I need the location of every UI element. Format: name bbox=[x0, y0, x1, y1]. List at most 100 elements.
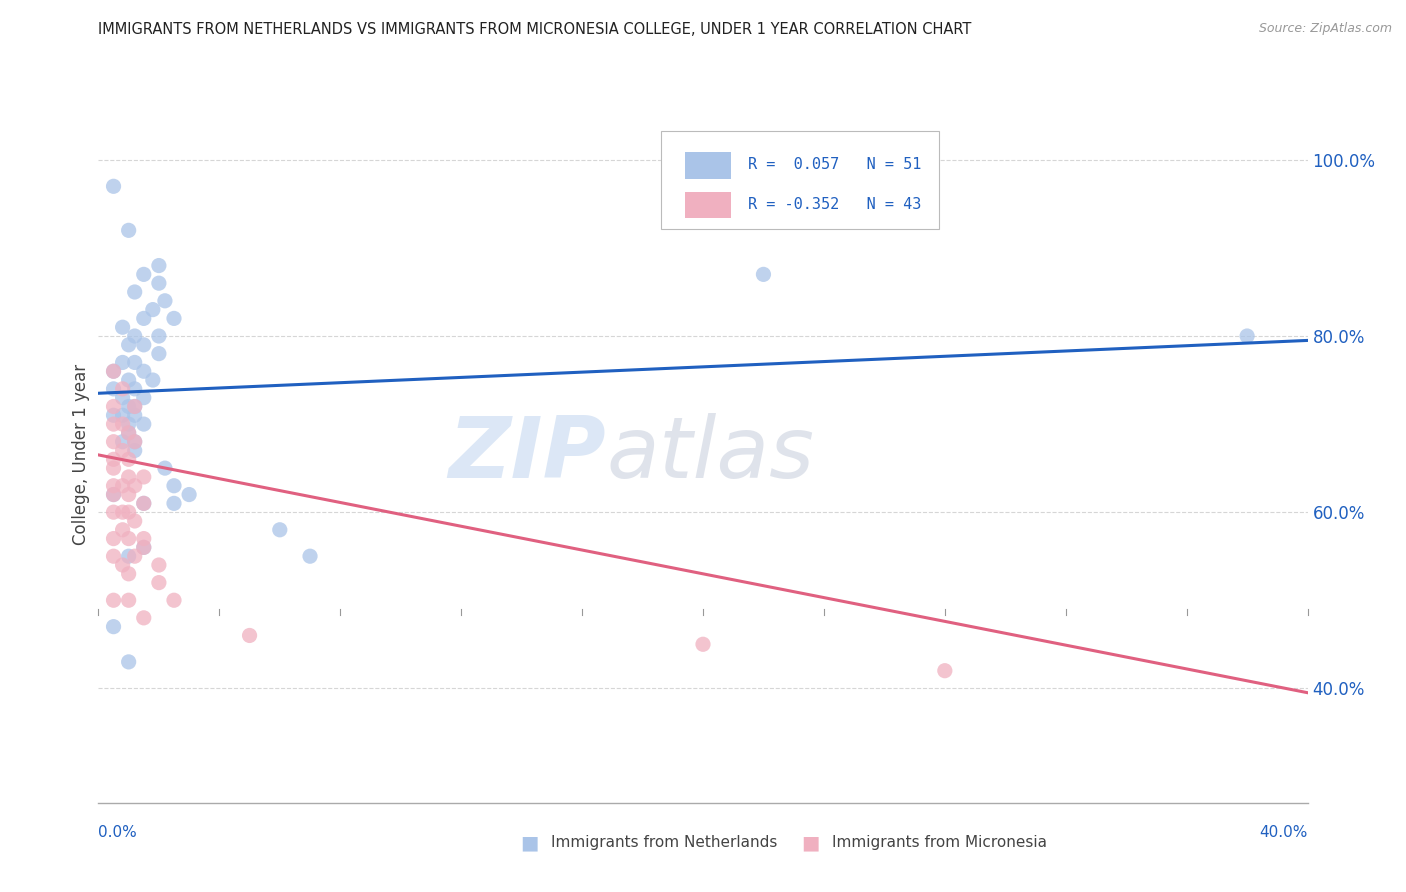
Point bbox=[124, 285, 146, 299]
Text: Immigrants from Netherlands: Immigrants from Netherlands bbox=[551, 836, 778, 850]
Text: ZIP: ZIP bbox=[449, 413, 606, 497]
Point bbox=[124, 434, 146, 449]
Point bbox=[118, 223, 141, 237]
Point bbox=[103, 487, 125, 501]
Point bbox=[124, 409, 146, 423]
Point bbox=[132, 417, 155, 431]
Point bbox=[118, 338, 141, 352]
Point bbox=[103, 409, 125, 423]
Point bbox=[148, 575, 170, 590]
Point bbox=[124, 549, 146, 564]
Point bbox=[111, 479, 134, 493]
Point bbox=[124, 382, 146, 396]
Point bbox=[239, 628, 262, 642]
Point bbox=[132, 364, 155, 378]
Point bbox=[163, 479, 186, 493]
Point bbox=[111, 382, 134, 396]
Point bbox=[153, 293, 176, 308]
Point bbox=[103, 400, 125, 414]
Point bbox=[111, 505, 134, 519]
Text: atlas: atlas bbox=[606, 413, 814, 497]
Text: 40.0%: 40.0% bbox=[1260, 825, 1308, 840]
Point bbox=[752, 268, 775, 282]
Point bbox=[132, 532, 155, 546]
Point bbox=[118, 487, 141, 501]
Point bbox=[269, 523, 291, 537]
Point bbox=[118, 532, 141, 546]
Point bbox=[118, 417, 141, 431]
Point bbox=[124, 355, 146, 369]
Text: R = -0.352   N = 43: R = -0.352 N = 43 bbox=[748, 197, 921, 212]
Point bbox=[111, 523, 134, 537]
Point bbox=[142, 302, 165, 317]
Point bbox=[124, 434, 146, 449]
Text: Immigrants from Micronesia: Immigrants from Micronesia bbox=[832, 836, 1047, 850]
Point bbox=[934, 664, 956, 678]
Point bbox=[118, 373, 141, 387]
Point bbox=[124, 329, 146, 343]
Point bbox=[142, 373, 165, 387]
Point bbox=[153, 461, 176, 475]
Point bbox=[103, 487, 125, 501]
Y-axis label: College, Under 1 year: College, Under 1 year bbox=[72, 364, 90, 546]
Point bbox=[111, 558, 134, 572]
Point bbox=[148, 259, 170, 273]
Point bbox=[111, 355, 134, 369]
Point bbox=[111, 443, 134, 458]
Point bbox=[132, 541, 155, 555]
Point bbox=[163, 496, 186, 510]
Point bbox=[1236, 329, 1258, 343]
Point bbox=[132, 611, 155, 625]
Point bbox=[118, 425, 141, 440]
Point bbox=[111, 391, 134, 405]
Point bbox=[103, 364, 125, 378]
Point bbox=[118, 549, 141, 564]
Point bbox=[118, 566, 141, 581]
Point bbox=[103, 593, 125, 607]
Point bbox=[124, 479, 146, 493]
Point bbox=[118, 452, 141, 467]
Point bbox=[148, 346, 170, 360]
FancyBboxPatch shape bbox=[661, 131, 939, 229]
Point bbox=[124, 443, 146, 458]
Point bbox=[163, 311, 186, 326]
Text: ■: ■ bbox=[801, 833, 820, 853]
Point bbox=[103, 532, 125, 546]
Point bbox=[132, 496, 155, 510]
FancyBboxPatch shape bbox=[685, 192, 731, 219]
Point bbox=[118, 425, 141, 440]
Point bbox=[692, 637, 714, 651]
Point bbox=[111, 417, 134, 431]
Point bbox=[103, 461, 125, 475]
Point bbox=[103, 179, 125, 194]
Point bbox=[163, 593, 186, 607]
FancyBboxPatch shape bbox=[685, 153, 731, 178]
Point bbox=[103, 620, 125, 634]
Point bbox=[132, 391, 155, 405]
Point bbox=[124, 514, 146, 528]
Point bbox=[124, 400, 146, 414]
Point bbox=[118, 655, 141, 669]
Text: 0.0%: 0.0% bbox=[98, 825, 138, 840]
Text: IMMIGRANTS FROM NETHERLANDS VS IMMIGRANTS FROM MICRONESIA COLLEGE, UNDER 1 YEAR : IMMIGRANTS FROM NETHERLANDS VS IMMIGRANT… bbox=[98, 22, 972, 37]
Point bbox=[118, 505, 141, 519]
Point bbox=[148, 558, 170, 572]
Point bbox=[103, 549, 125, 564]
Point bbox=[103, 382, 125, 396]
Text: R =  0.057   N = 51: R = 0.057 N = 51 bbox=[748, 157, 921, 172]
Point bbox=[132, 496, 155, 510]
Point bbox=[111, 409, 134, 423]
Point bbox=[177, 487, 201, 501]
Point bbox=[111, 320, 134, 334]
Point bbox=[111, 434, 134, 449]
Point bbox=[103, 479, 125, 493]
Point bbox=[132, 338, 155, 352]
Point bbox=[124, 400, 146, 414]
Point bbox=[118, 593, 141, 607]
Point bbox=[299, 549, 322, 564]
Point bbox=[103, 364, 125, 378]
Point bbox=[132, 470, 155, 484]
Text: Source: ZipAtlas.com: Source: ZipAtlas.com bbox=[1258, 22, 1392, 36]
Point bbox=[118, 400, 141, 414]
Point bbox=[148, 276, 170, 290]
